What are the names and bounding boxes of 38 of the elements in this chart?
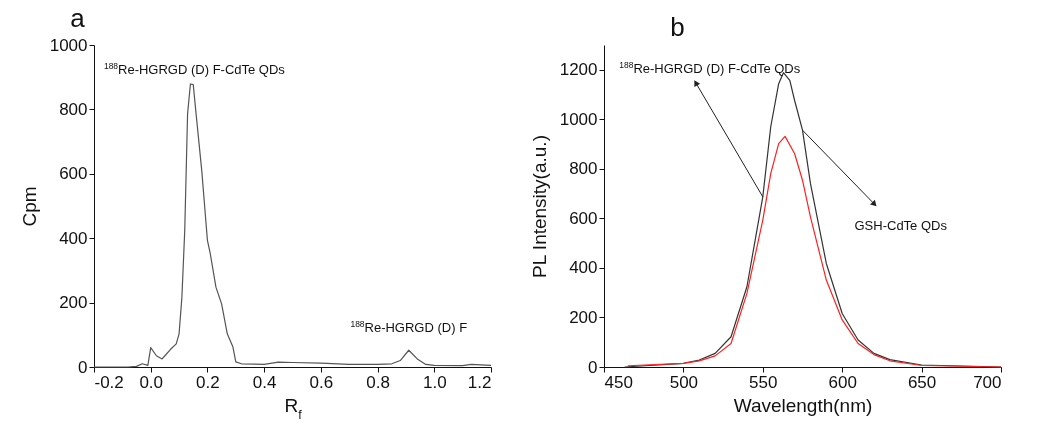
y-tick-label: 800 [59,99,88,119]
x-tick-label: 1.2 [467,372,492,392]
x-tick-label: -0.2 [94,372,124,392]
x-tick-label: 0.2 [196,372,220,392]
x-axis-title: R$_{f}$ [284,394,303,422]
y-axis-title: Cpm [18,186,40,227]
x-tick-label: 0.4 [252,372,277,392]
x-tick-label: 0.8 [366,372,390,392]
y-tick-label: 200 [59,293,88,313]
x-tick-label: 450 [604,372,633,392]
y-tick-label: 200 [569,307,598,327]
y-axis-title: PL Intensity(a.u.) [528,135,550,278]
x-tick-label: 0.6 [309,372,334,392]
annotation: GSH-CdTe QDs [854,218,948,234]
x-tick-label: 1.0 [422,372,447,392]
annotation: $^{188}$Re-HGRGD (D) F-CdTe QDs [619,59,801,76]
y-tick-label: 400 [569,258,598,278]
x-tick-label: 0.0 [139,372,164,392]
x-tick-label: 700 [973,372,1002,392]
y-tick-label: 0 [78,357,88,377]
x-tick-label: 650 [907,372,937,392]
y-tick-label: 600 [569,208,598,228]
x-tick-label: 600 [828,372,857,392]
chart-title: b [670,12,685,42]
y-tick-label: 400 [59,228,88,248]
x-axis-title: Wavelength(nm) [733,394,873,416]
y-tick-label: 600 [59,164,88,184]
y-tick-label: 0 [588,357,598,377]
y-tick-label: 800 [569,159,598,179]
x-tick-label: 550 [749,372,778,392]
line-series [627,135,1002,368]
annotation: $^{188}$Re-HGRGD (D) F [350,319,468,336]
annotation: $^{188}$Re-HGRGD (D) F-CdTe QDs [103,60,286,77]
y-tick-label: 1200 [559,60,598,80]
x-tick-label: 500 [669,372,699,392]
y-tick-label: 1000 [49,35,88,55]
chart-title: a [70,3,86,33]
y-tick-label: 1000 [559,109,598,129]
